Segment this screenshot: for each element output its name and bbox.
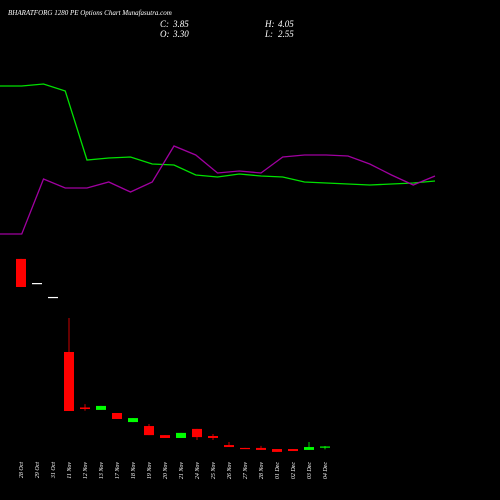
- x-tick-label: 31 Oct: [51, 462, 57, 479]
- candle-body: [192, 428, 202, 438]
- candle-body: [272, 449, 282, 452]
- candle-body: [320, 446, 330, 448]
- candle-body: [16, 258, 26, 287]
- ohlc-value: 2.55: [278, 29, 294, 39]
- candle-body: [64, 351, 74, 412]
- x-tick-label: 01 Dec: [275, 462, 281, 479]
- ohlc-value: 3.85: [172, 19, 189, 29]
- candle-body: [304, 447, 314, 450]
- x-tick-label: 17 Nov: [115, 462, 121, 480]
- candle-body: [144, 426, 154, 436]
- ohlc-key: C:: [160, 19, 169, 29]
- candle-body: [224, 445, 234, 448]
- candle-body: [32, 283, 42, 285]
- x-tick-label: 24 Nov: [194, 462, 201, 480]
- chart-title: BHARATFORG 1280 PE Options Chart Munafas…: [8, 9, 172, 17]
- candle-body: [176, 432, 186, 438]
- candle-body: [48, 296, 58, 299]
- candle-body: [80, 407, 90, 410]
- x-tick-label: 02 Dec: [291, 462, 297, 479]
- x-tick-label: 26 Nov: [227, 462, 233, 480]
- candle-body: [208, 435, 218, 438]
- candle-body: [128, 418, 138, 423]
- x-tick-label: 25 Nov: [211, 462, 217, 480]
- candle-body: [240, 447, 250, 450]
- x-tick-label: 28 Oct: [19, 462, 25, 478]
- x-tick-label: 12 Nov: [83, 462, 89, 480]
- ohlc-value: 3.30: [172, 29, 189, 39]
- ohlc-key: H:: [264, 19, 275, 29]
- indicator-line: [0, 83, 436, 186]
- ohlc-key: L:: [264, 29, 273, 39]
- ohlc-key: O:: [160, 29, 170, 39]
- indicator-line: [0, 145, 436, 235]
- candle-body: [288, 449, 298, 452]
- ohlc-value: 4.05: [278, 19, 294, 29]
- candle-body: [160, 435, 170, 438]
- x-tick-label: 13 Nov: [99, 462, 105, 480]
- x-tick-label: 21 Nov: [179, 462, 185, 480]
- x-tick-label: 11 Nov: [67, 462, 73, 479]
- candle-body: [112, 413, 122, 419]
- x-tick-label: 20 Nov: [163, 462, 169, 480]
- x-tick-label: 19 Nov: [147, 462, 153, 480]
- x-tick-label: 27 Nov: [243, 462, 249, 480]
- x-tick-label: 18 Nov: [131, 462, 137, 480]
- x-tick-label: 29 Oct: [35, 462, 41, 478]
- x-tick-label: 03 Dec: [307, 462, 313, 479]
- candle-body: [256, 447, 266, 450]
- x-tick-label: 04 Dec: [322, 462, 329, 479]
- x-tick-label: 28 Nov: [259, 462, 265, 480]
- candle-body: [96, 405, 106, 410]
